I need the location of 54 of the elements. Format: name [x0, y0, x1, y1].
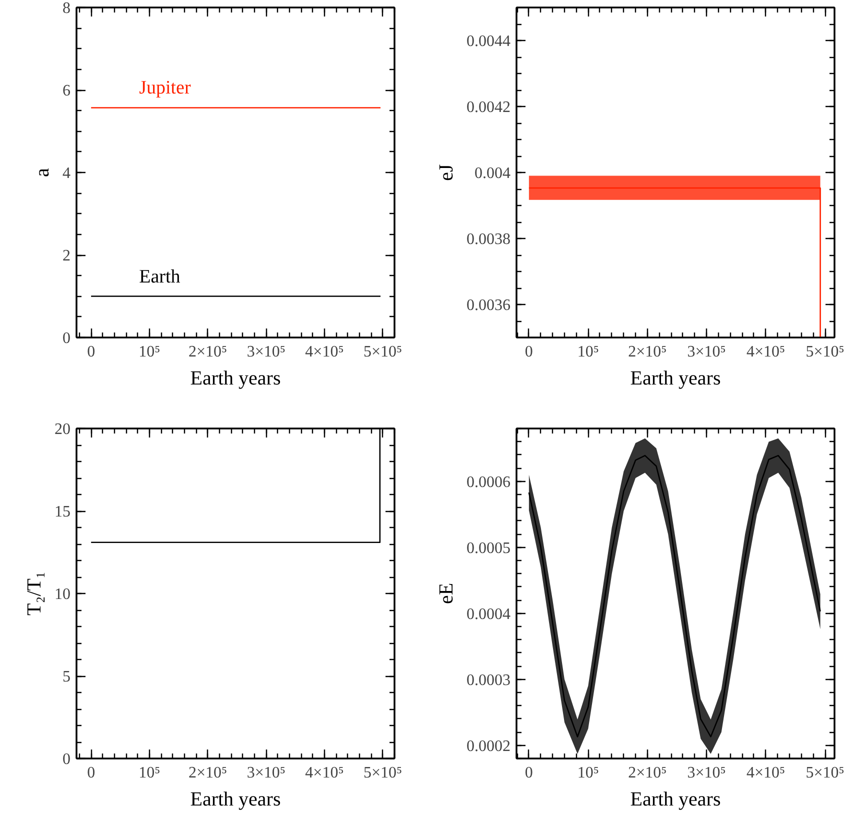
x-tick-label: 3×10⁵	[246, 344, 286, 360]
y-tick-label: 2	[62, 248, 70, 264]
x-tick-label: 4×10⁵	[746, 344, 786, 360]
x-tick-label: 0	[524, 764, 533, 782]
x-tick-label: 4×10⁵	[746, 764, 786, 782]
y-tick-label: 15	[54, 504, 70, 520]
x-tick-label: 2×10⁵	[188, 764, 228, 782]
series-label: Jupiter	[139, 78, 192, 99]
x-tick-label: 3×10⁵	[687, 344, 726, 360]
x-tick-label: 5×10⁵	[806, 764, 844, 782]
y-tick-label: 0.0038	[466, 231, 510, 248]
y-axis-title: eE	[436, 582, 458, 604]
y-tick-label: 5	[62, 668, 70, 686]
x-tick-label: 3×10⁵	[246, 764, 286, 782]
y-tick-label: 0.0005	[466, 540, 510, 557]
x-tick-label: 0	[87, 344, 96, 360]
x-tick-label: 2×10⁵	[188, 344, 228, 360]
y-axis-title: T₂/T₁	[24, 572, 46, 616]
y-tick-label: 10	[54, 586, 70, 603]
x-tick-label: 5×10⁵	[364, 344, 402, 360]
y-tick-label: 0.0042	[466, 99, 510, 116]
y-tick-label: 0.0036	[466, 297, 510, 314]
x-tick-label: 4×10⁵	[305, 344, 344, 360]
x-tick-label: 10⁵	[138, 764, 160, 782]
x-axis-title: Earth years	[630, 788, 721, 810]
y-tick-label: 0.0004	[466, 606, 510, 623]
y-axis-title: eJ	[436, 164, 458, 181]
x-tick-label: 5×10⁵	[806, 344, 844, 360]
x-tick-label: 10⁵	[138, 344, 160, 360]
y-tick-label: 8	[62, 0, 70, 17]
y-tick-label: 6	[62, 82, 70, 100]
y-tick-label: 0.0006	[466, 474, 510, 491]
x-tick-label: 4×10⁵	[305, 764, 344, 782]
x-tick-label: 0	[87, 764, 96, 782]
y-axis-title: a	[32, 168, 54, 177]
y-tick-label: 0	[62, 751, 70, 768]
y-tick-label: 0.0044	[466, 33, 510, 50]
y-tick-label: 0	[62, 330, 70, 347]
x-tick-label: 2×10⁵	[628, 764, 667, 782]
y-tick-label: 0.0002	[466, 738, 510, 755]
series-label: Earth	[139, 266, 181, 288]
y-tick-label: 0.004	[474, 165, 510, 182]
x-axis-title: Earth years	[190, 788, 281, 810]
x-tick-label: 10⁵	[577, 344, 599, 360]
x-tick-label: 3×10⁵	[687, 764, 726, 782]
y-tick-label: 0.0003	[466, 672, 510, 689]
x-axis-title: Earth years	[190, 368, 281, 390]
x-axis-title: Earth years	[630, 368, 721, 390]
x-tick-label: 5×10⁵	[364, 764, 402, 782]
y-tick-label: 20	[54, 421, 70, 438]
y-tick-label: 4	[62, 165, 70, 182]
x-tick-label: 0	[524, 344, 533, 360]
x-tick-label: 2×10⁵	[628, 344, 667, 360]
x-tick-label: 10⁵	[577, 764, 599, 782]
